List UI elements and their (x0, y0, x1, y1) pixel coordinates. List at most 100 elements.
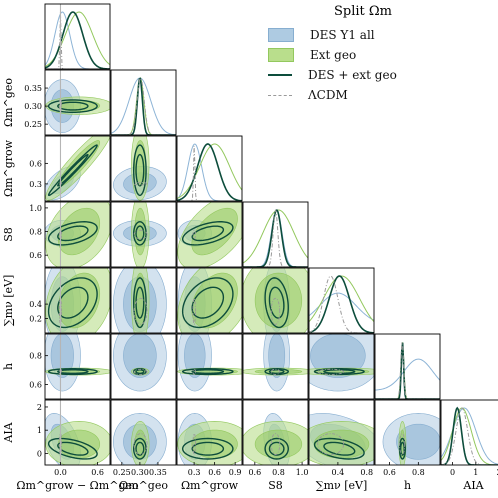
panel-frame-4-5 (308, 333, 375, 400)
panel-0-5: 0.6 0.8 (29, 333, 111, 400)
xtick-label-2-2: 0.9 (229, 468, 242, 477)
x-axis-title-2: Ωm^grow (181, 479, 239, 492)
contour-68-2-1-2 (135, 153, 145, 187)
panel-0-4: 0.2 0.4 (29, 267, 111, 334)
contour-3-0-1 (58, 98, 63, 113)
marginal-2-2 (177, 143, 242, 201)
panel-frame-1-3 (110, 201, 177, 268)
panel-frame-2-3 (176, 201, 243, 268)
xtick-label-0-1: 0.6 (91, 468, 104, 477)
panel-frame-0-5 (44, 333, 111, 400)
legend-label-lcdm: ΛCDM (308, 88, 348, 102)
panel-frame-3-3 (242, 201, 309, 268)
contour-3-0-4 (58, 297, 63, 325)
panel-1-4 (110, 267, 177, 334)
marginal-1-4 (309, 275, 374, 323)
x-axis-title-1: Ωm^geo (119, 479, 168, 492)
xtick-label-1-1: 0.30 (131, 468, 149, 477)
contour-68-2-3-6 (268, 441, 285, 456)
y-axis-title-2: Ωm^grow (2, 139, 15, 197)
panel-frame-0-3 (44, 201, 111, 268)
panel-frame-2-5 (176, 333, 243, 400)
contour-95-2-4-6 (313, 437, 365, 460)
panel-1-3 (110, 201, 177, 268)
contour-68-0-1-5 (123, 334, 157, 378)
contour-95-2-4-5 (313, 368, 365, 376)
contour-95-2-0-1 (47, 99, 98, 114)
ytick-label-3-0: 0.6 (29, 251, 42, 260)
xtick-label-4-0: 0.4 (332, 468, 345, 477)
ytick-label-6-2: 2 (37, 403, 42, 412)
panel-6-6: 0 1 2 (440, 399, 498, 477)
contour-68-2-0-3 (57, 225, 89, 242)
panel-3-4 (242, 267, 309, 334)
legend-entry-des-y1: DES Y1 all (268, 25, 478, 45)
marginal-2-5 (375, 342, 440, 399)
ytick-label-3-2: 1.0 (29, 204, 42, 213)
contour-68-2-1-6 (135, 441, 145, 456)
panel-2-5 (176, 333, 243, 400)
panel-2-4 (176, 267, 243, 334)
y-axis-title-4: ∑mν [eV] (2, 275, 15, 327)
xtick-label-2-1: 0.6 (208, 468, 221, 477)
contour-68-2-4-5 (323, 369, 356, 375)
xtick-label-3-0: 0.6 (248, 468, 261, 477)
contour-95-2-2-6 (181, 437, 234, 460)
contour-95-2-1-6 (132, 437, 147, 460)
panel-frame-0-0 (44, 3, 111, 70)
contour-3-1-4 (133, 297, 148, 325)
contour-68-2-2-5 (191, 369, 225, 375)
contour-68-2-5-6 (399, 441, 405, 456)
contour-68-0-5-6 (396, 423, 440, 460)
contour-95-2-1-4 (132, 277, 147, 329)
contour-68-1-1-6 (134, 429, 147, 459)
xtick-label-6-1: 1 (473, 468, 478, 477)
panel-0-6: 0.0 0.6 0 1 2 (37, 399, 111, 477)
marginal-1-5 (375, 342, 440, 399)
ytick-label-3-1: 0.8 (29, 228, 42, 237)
xtick-label-6-2: 2 (496, 468, 498, 477)
contour-3-2-5 (192, 368, 196, 375)
panel-2-2 (176, 135, 243, 202)
xtick-label-4-1: 0.8 (360, 468, 373, 477)
marginal-2-1 (111, 77, 176, 135)
ytick-label-6-0: 0 (37, 449, 42, 458)
panel-frame-2-2 (176, 135, 243, 202)
contour-3-1-3 (133, 229, 148, 240)
legend-swatch-des-y1 (268, 28, 294, 42)
ytick-label-2-1: 0.6 (29, 159, 42, 168)
contour-95-2-2-4 (181, 277, 234, 329)
xtick-label-2-0: 0.3 (188, 468, 201, 477)
contour-68-2-2-4 (191, 286, 225, 319)
panel-frame-0-6 (44, 399, 111, 466)
contour-68-2-3-5 (268, 369, 285, 375)
contour-95-2-0-4 (47, 277, 98, 329)
contour-3-1-5 (133, 368, 148, 375)
contour-68-2-1-5 (135, 369, 145, 375)
panel-frame-4-6 (308, 399, 375, 466)
legend-entry-ext-geo: Ext geo (268, 45, 478, 65)
contour-95-2-0-5 (47, 368, 98, 376)
contour-68-1-3-6 (254, 429, 303, 459)
marginal-2-3 (243, 209, 308, 267)
panel-0-2: 0.3 0.6 (29, 135, 111, 202)
panel-0-1: 0.25 0.30 0.35 (24, 69, 111, 136)
marginal-0-5 (375, 358, 440, 391)
ytick-label-4-0: 0.2 (29, 315, 42, 324)
y-axis-title-3: S8 (2, 227, 15, 242)
marginal-1-2 (177, 143, 242, 199)
panel-frame-6-6 (440, 399, 498, 466)
panel-5-6: 0.6 0.8 (374, 399, 441, 477)
panel-frame-5-6 (374, 399, 441, 466)
panel-frame-3-6 (242, 399, 309, 466)
panel-frame-2-4 (176, 267, 243, 334)
legend-entry-des-ext-geo: DES + ext geo (268, 65, 478, 85)
panel-frame-1-2 (110, 135, 177, 202)
contour-95-2-1-3 (132, 221, 147, 246)
ytick-label-2-0: 0.3 (29, 180, 42, 189)
ytick-label-1-1: 0.30 (24, 102, 42, 111)
contour-68-1-0-6 (58, 429, 101, 459)
contour-95-2-1-2 (132, 144, 147, 197)
marginal-3-0 (45, 12, 110, 69)
